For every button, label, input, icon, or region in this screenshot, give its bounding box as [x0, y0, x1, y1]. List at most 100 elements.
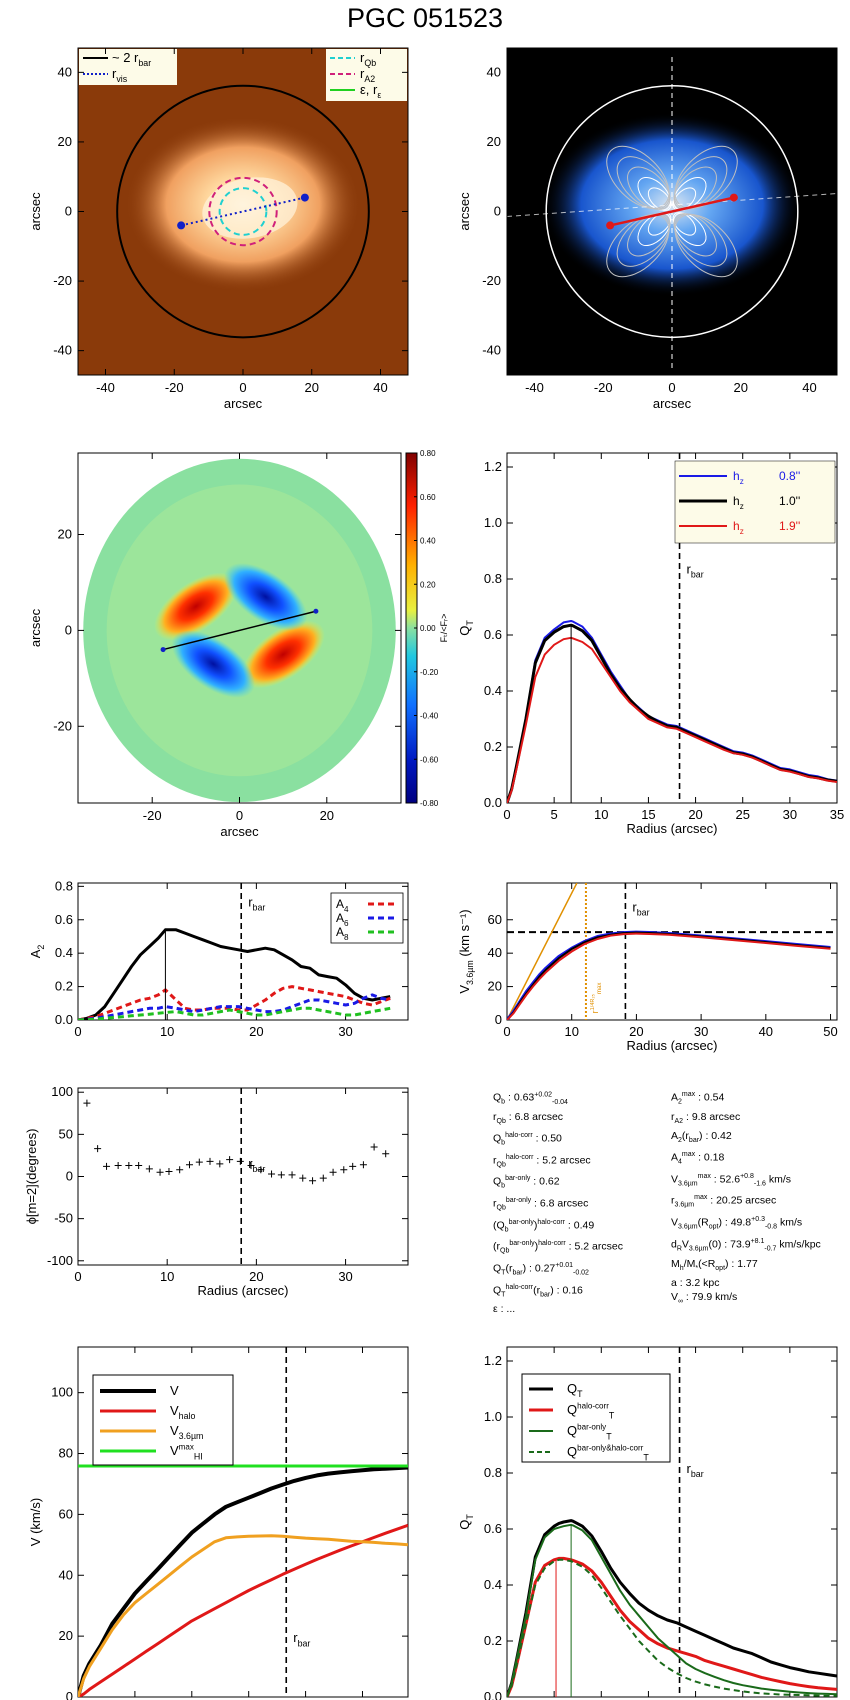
stats-left-row-9: QThalo-corr(rbar) : 0.16: [493, 1283, 583, 1299]
qtcorr-ytick-label: 0.0: [484, 1689, 502, 1700]
phi-point: [103, 1162, 111, 1170]
phi-xtick-label: 20: [249, 1269, 263, 1284]
phi-point: [257, 1166, 265, 1174]
stats-right-row-8: Mh/M*(<Ropt) : 1.77: [671, 1257, 758, 1272]
img2-xtick-label: -20: [594, 380, 613, 395]
img2-contour: [673, 212, 707, 247]
img3-xlabel: arcsec: [220, 824, 259, 839]
qt-plot-area: [507, 453, 837, 803]
img1-ytick-label: -20: [53, 273, 72, 288]
stats-right-row-1: rA2 : 9.8 arcsec: [671, 1110, 741, 1125]
a2-legend-label: A8: [336, 925, 349, 942]
img1-legend-label: ~ 2 rbar: [112, 50, 151, 68]
qtcorr-legend-label: QT: [567, 1381, 583, 1399]
img2-ytick-label: 40: [487, 64, 501, 79]
qtcorr-ylabel: QT: [457, 1514, 475, 1530]
img3-colorbar-tick-label: 0.80: [420, 449, 436, 458]
phi-xtick-label: 0: [74, 1269, 81, 1284]
phi-point: [288, 1171, 296, 1179]
img3-bar-endpoint: [313, 608, 319, 614]
stats-right-row-3: A4max : 0.18: [671, 1151, 725, 1166]
img1-rvis-endpoint: [177, 221, 186, 230]
a2-ylabel: A2: [28, 945, 46, 959]
phi-ytick-label: -50: [54, 1211, 73, 1226]
img2-contour: [616, 156, 670, 210]
img2-contour: [674, 156, 728, 210]
stats-left-row-0: Qb : 0.63+0.02-0.04: [493, 1091, 568, 1106]
phi-rbar-label: rbar: [248, 1156, 265, 1174]
img1-rqb-circle: [218, 187, 268, 236]
stats-left-row-10: ε : ...: [493, 1303, 516, 1316]
img2-contour: [606, 214, 670, 278]
qt-xtick-label: 0: [503, 807, 510, 822]
vhalo-frame: [77, 1346, 409, 1698]
img2-bar-endpoint: [729, 193, 738, 202]
v36-ylabel: V3.6µm (km s⁻¹): [457, 909, 475, 993]
phi-point: [226, 1156, 234, 1164]
img2-dashed-axis: [507, 193, 837, 217]
qt-legend-label: hz: [733, 519, 744, 536]
phi-point: [165, 1167, 173, 1175]
vhalo-legend-label: VmaxHI: [170, 1443, 203, 1462]
img3-torque-lobe: [241, 620, 325, 689]
qt-xtick-label: 25: [735, 807, 749, 822]
image-panel-2: -40 -20 0 20 40 40 20 0 -20 -40 arcsec arcsec: [457, 47, 838, 411]
phi-xlabel: Radius (arcsec): [197, 1283, 288, 1298]
phi-point: [135, 1162, 143, 1170]
img3-xtick-label: -20: [143, 808, 162, 823]
img3-torque-lobe: [171, 630, 255, 698]
vhalo-legend: V Vhalo V3.6µm VmaxHI: [92, 1374, 234, 1466]
v36-xtick-label: 20: [629, 1024, 643, 1039]
stats-left-row-5: rQbbar-only : 6.8 arcsec: [493, 1196, 589, 1212]
a2-series-2: [78, 993, 391, 1020]
qt-ylabel: QT: [457, 620, 475, 636]
img2-bar-endpoint: [606, 221, 615, 230]
vhalo-ytick-label: 40: [59, 1567, 73, 1582]
qt-xtick-label: 15: [641, 807, 655, 822]
phi-point: [125, 1162, 133, 1170]
qtcorr-legend: QT Qhalo-corrT Qbar-onlyT Qbar-only&halo-co…: [521, 1373, 671, 1463]
chart-a2: 0 10 20 30 0.0 0.2 0.4 0.6 0.8 A2 rbar: [28, 878, 409, 1039]
img3-colorbar-tick-label: 0.00: [420, 624, 436, 633]
img1-content: [116, 84, 370, 339]
qt-xtick-label: 20: [688, 807, 702, 822]
vhalo-series-0: [78, 1465, 408, 1697]
phi-point: [83, 1099, 91, 1107]
v36-ytick-label: 0: [495, 1012, 502, 1027]
stats-left-row-2: Qbhalo-corr : 0.50: [493, 1131, 562, 1147]
img3-torque-lobe: [224, 563, 308, 631]
v36-rbar-label: rbar: [632, 899, 649, 917]
qtcorr-legend-label: Qbar-only&halo-corrT: [567, 1444, 649, 1463]
phi-point: [299, 1174, 307, 1182]
a2-ytick-label: 0.8: [55, 878, 73, 893]
a2-xtick-label: 30: [338, 1024, 352, 1039]
stats-right-column: A2max : 0.54 rA2 : 9.8 arcsec A2(rbar) : 0…: [671, 1088, 821, 1309]
img2-content: [507, 48, 837, 375]
qt-legend-label: hz: [733, 494, 744, 511]
a2-plot-area: [78, 883, 391, 1020]
img1-legend-label: rvis: [112, 66, 128, 84]
vhalo-ytick-label: 80: [59, 1446, 73, 1461]
stats-left-row-1: rQb : 6.8 arcsec: [493, 1110, 564, 1125]
qt-xlabel: Radius (arcsec): [626, 821, 717, 836]
stats-right-row-2: A2(rbar) : 0.42: [671, 1129, 732, 1144]
img1-2rbar-circle: [116, 84, 370, 339]
img1-xtick-label: 20: [305, 380, 319, 395]
phi-frame: [77, 1087, 409, 1266]
img2-contour: [672, 187, 697, 211]
img2-contour: [674, 213, 728, 267]
a2-series-3: [78, 1006, 391, 1020]
img1-ylabel: arcsec: [28, 192, 43, 231]
img2-contour: [637, 176, 671, 211]
phi-xtick-label: 10: [160, 1269, 174, 1284]
img2-ylabel: arcsec: [457, 192, 472, 231]
a2-ytick-label: 0.6: [55, 912, 73, 927]
stats-right-row-9: a : 3.2 kpc: [671, 1276, 720, 1289]
qtcorr-legend-label: Qbar-onlyT: [567, 1423, 612, 1442]
stats-left-column: Qb : 0.63+0.02-0.04 rQb : 6.8 arcsec Qbhal…: [493, 1088, 623, 1316]
img3-xtick-label: 20: [320, 808, 334, 823]
img2-contour: [606, 145, 670, 209]
img2-ytick-label: 20: [487, 134, 501, 149]
